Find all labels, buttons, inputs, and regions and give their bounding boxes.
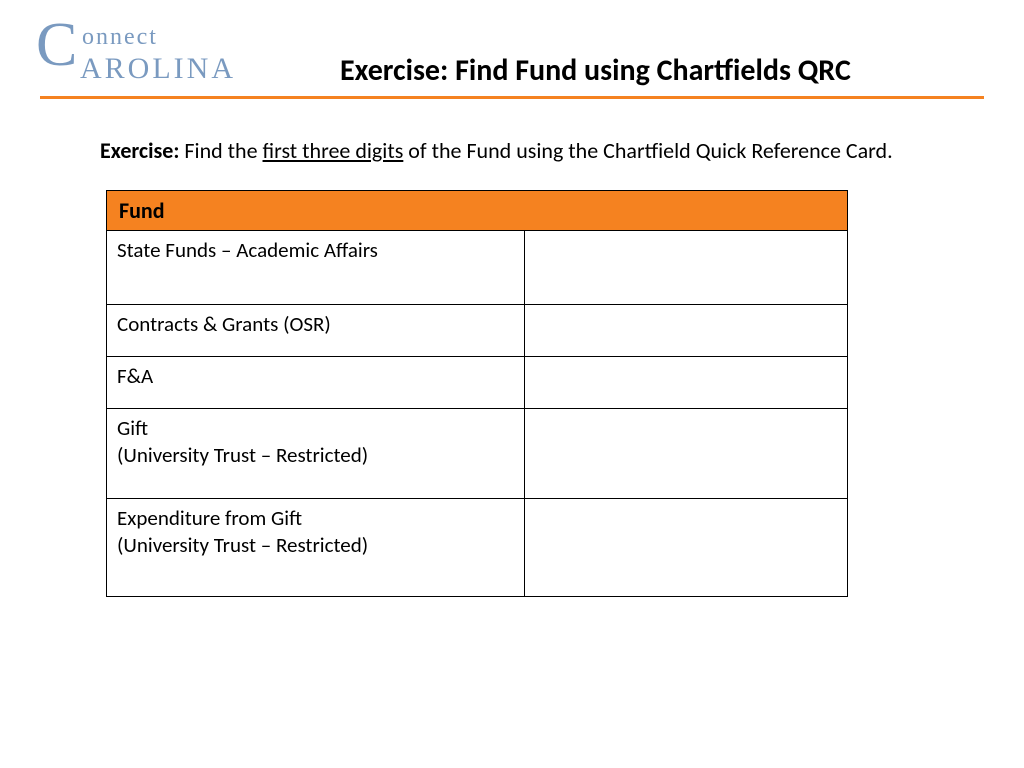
fund-answer xyxy=(524,304,848,356)
exercise-instruction: Exercise: Find the first three digits of… xyxy=(100,136,924,166)
instruction-underlined: first three digits xyxy=(263,137,404,164)
fund-answer xyxy=(524,230,848,304)
table-row: Expenditure from Gift(University Trust –… xyxy=(107,498,848,596)
instruction-part1: Find the xyxy=(179,137,262,164)
logo-big-c: C xyxy=(36,14,77,76)
fund-label: Expenditure from Gift(University Trust –… xyxy=(107,498,525,596)
fund-answer xyxy=(524,356,848,408)
fund-answer xyxy=(524,498,848,596)
header-divider xyxy=(40,96,984,99)
logo-onnect: onnect xyxy=(82,24,158,51)
slide-header: C onnect AROLINA Exercise: Find Fund usi… xyxy=(0,0,1024,100)
fund-label: Contracts & Grants (OSR) xyxy=(107,304,525,356)
table-row: Contracts & Grants (OSR) xyxy=(107,304,848,356)
fund-label: Gift(University Trust – Restricted) xyxy=(107,408,525,498)
page-title: Exercise: Find Fund using Chartfields QR… xyxy=(340,52,851,89)
instruction-part2: of the Fund using the Chartfield Quick R… xyxy=(403,137,892,164)
instruction-lead: Exercise: xyxy=(100,137,179,164)
table-row: State Funds – Academic Affairs xyxy=(107,230,848,304)
fund-answer xyxy=(524,408,848,498)
fund-label: F&A xyxy=(107,356,525,408)
table-header-fund: Fund xyxy=(107,190,848,230)
table-row: F&A xyxy=(107,356,848,408)
table-row: Gift(University Trust – Restricted) xyxy=(107,408,848,498)
fund-table: Fund State Funds – Academic Affairs Cont… xyxy=(106,190,848,597)
slide-content: Exercise: Find the first three digits of… xyxy=(0,100,1024,597)
logo-arolina: AROLINA xyxy=(80,52,236,86)
fund-label: State Funds – Academic Affairs xyxy=(107,230,525,304)
